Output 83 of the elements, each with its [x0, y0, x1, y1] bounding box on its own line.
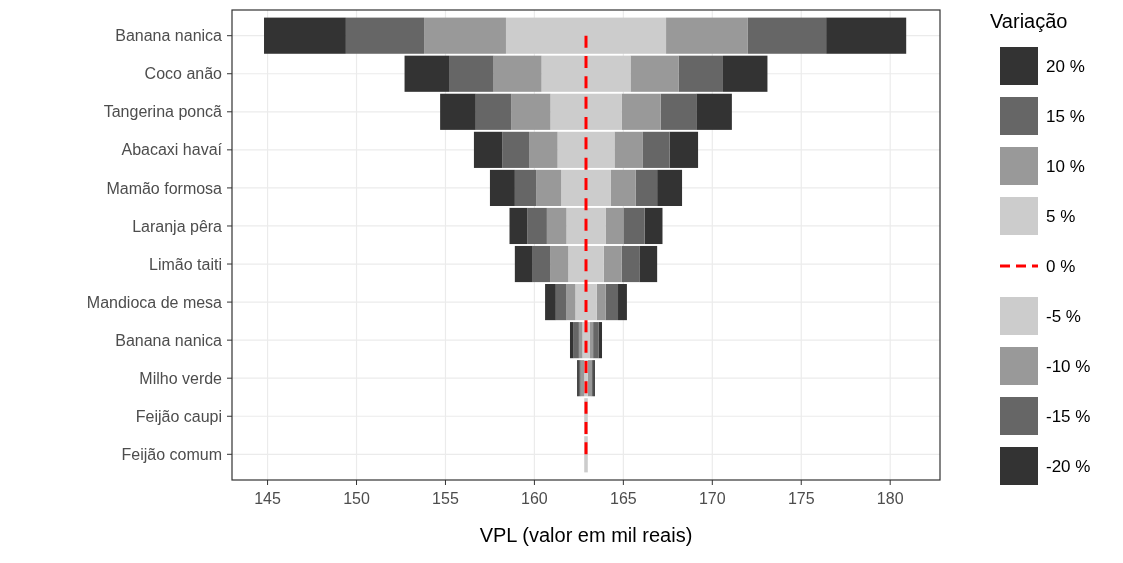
- bar: [696, 93, 732, 130]
- legend-label: -20 %: [1046, 456, 1091, 476]
- bar: [642, 131, 670, 168]
- bar: [635, 169, 658, 206]
- y-tick-label: Mamão formosa: [106, 179, 223, 197]
- y-tick-label: Tangerina poncã: [103, 103, 223, 121]
- bar: [623, 207, 645, 245]
- bar: [566, 284, 576, 321]
- legend-title: Variação: [990, 10, 1068, 32]
- bar: [639, 245, 658, 283]
- bar: [722, 55, 768, 92]
- bar: [532, 245, 551, 283]
- bar: [678, 55, 723, 92]
- bar: [514, 245, 533, 283]
- bar: [424, 17, 506, 54]
- y-tick-label: Banana nanica: [115, 331, 223, 349]
- legend-label: -5 %: [1046, 306, 1081, 326]
- bar: [473, 131, 503, 168]
- bar: [569, 322, 574, 359]
- x-tick-label: 150: [343, 490, 370, 507]
- bar: [747, 17, 827, 54]
- x-tick-label: 165: [610, 490, 637, 507]
- bar: [545, 284, 556, 321]
- legend-label: -10 %: [1046, 356, 1091, 376]
- y-tick-label: Limão taiti: [149, 255, 222, 273]
- bar: [536, 169, 562, 206]
- y-tick-label: Abacaxi havaí: [121, 141, 223, 159]
- bar: [598, 322, 603, 359]
- x-axis-title: VPL (valor em mil reais): [479, 524, 693, 546]
- bar: [610, 169, 636, 206]
- bar: [529, 131, 558, 168]
- bar: [264, 17, 346, 54]
- y-tick-label: Milho verde: [139, 369, 223, 387]
- bar: [440, 93, 476, 130]
- bar: [489, 169, 515, 206]
- legend-label: 10 %: [1046, 156, 1085, 176]
- bar: [618, 284, 627, 321]
- bar: [603, 245, 622, 283]
- bar: [669, 131, 699, 168]
- bar: [657, 169, 683, 206]
- bar: [605, 284, 619, 321]
- bar: [502, 131, 530, 168]
- bar: [660, 93, 697, 130]
- bar: [596, 284, 606, 321]
- bar: [614, 131, 643, 168]
- bar: [345, 17, 425, 54]
- y-tick-label: Feijão comum: [121, 445, 222, 463]
- bar: [514, 169, 537, 206]
- bar: [826, 17, 907, 54]
- x-tick-label: 145: [254, 490, 282, 507]
- y-tick-label: Feijão caupi: [135, 407, 222, 425]
- bar: [475, 93, 512, 130]
- bar: [527, 207, 547, 245]
- bar: [630, 55, 679, 92]
- bar: [493, 55, 542, 92]
- bar: [550, 245, 569, 283]
- bar: [511, 93, 551, 130]
- bar: [621, 245, 640, 283]
- y-tick-label: Mandioca de mesa: [86, 293, 223, 311]
- y-tick-label: Banana nanica: [115, 27, 223, 45]
- x-tick-label: 180: [876, 490, 904, 507]
- bar: [449, 55, 494, 92]
- bar: [621, 93, 661, 130]
- bar: [509, 207, 528, 245]
- bar: [666, 17, 748, 54]
- x-tick-label: 175: [787, 490, 815, 507]
- legend-label: 20 %: [1046, 56, 1085, 76]
- legend-label: 5 %: [1046, 206, 1076, 226]
- legend-label: 0 %: [1046, 256, 1076, 276]
- bar: [593, 322, 599, 359]
- x-tick-label: 155: [432, 490, 459, 507]
- legend-label: -15 %: [1046, 406, 1091, 426]
- x-tick-label: 170: [698, 490, 726, 507]
- y-tick-label: Laranja pêra: [132, 217, 223, 235]
- bar: [546, 207, 567, 245]
- bar: [644, 207, 663, 245]
- bar: [573, 322, 579, 359]
- y-tick-label: Coco anão: [144, 65, 223, 83]
- x-tick-label: 160: [521, 490, 548, 507]
- legend-label: 15 %: [1046, 106, 1085, 126]
- bar: [555, 284, 567, 321]
- bar: [605, 207, 624, 245]
- bar: [404, 55, 450, 92]
